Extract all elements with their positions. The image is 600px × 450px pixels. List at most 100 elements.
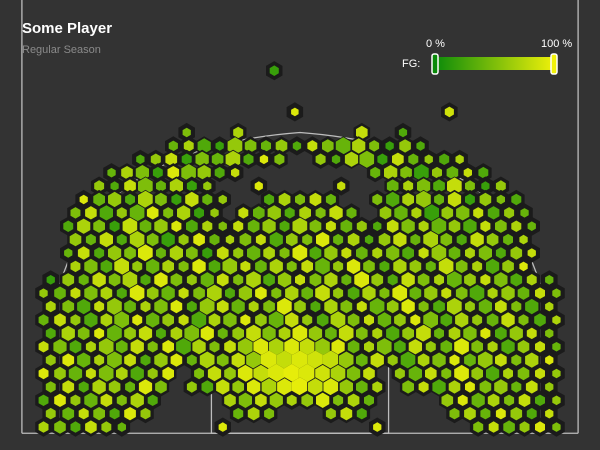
hexbin-mark: [224, 366, 236, 381]
hexbin-mark: [510, 273, 523, 287]
hexbin-mark: [322, 350, 340, 370]
hexbin-mark: [372, 193, 383, 206]
hexbin-mark: [156, 180, 166, 192]
hexbin-mark: [299, 206, 311, 220]
hexbin-mark: [347, 232, 360, 247]
hexbin-mark: [155, 380, 167, 394]
hexbin-mark: [440, 340, 453, 354]
hexbin-mark: [138, 244, 153, 262]
hexbin-mark: [77, 246, 90, 260]
hexbin-mark: [423, 231, 439, 249]
hexbin-mark: [108, 380, 121, 394]
hexbin-mark: [38, 367, 49, 380]
legend-max-label: 100 %: [541, 38, 572, 50]
hexbin-mark: [418, 247, 429, 259]
hexbin-mark: [64, 248, 73, 258]
hexbin-mark: [268, 338, 284, 356]
hexbin-mark: [417, 353, 430, 367]
hexbin-mark: [487, 287, 498, 299]
hexbin-mark: [237, 338, 253, 356]
hexbin-mark: [295, 193, 305, 206]
hexbin-mark: [471, 366, 483, 381]
hexbin-mark: [400, 351, 416, 369]
hexbin-mark: [338, 324, 354, 342]
hexbin-mark: [471, 340, 483, 354]
hexbin-mark: [85, 341, 96, 353]
hexbin-mark: [333, 394, 344, 406]
hexbin-mark: [124, 179, 136, 193]
hexbin-mark: [340, 219, 353, 233]
hexbin-mark: [146, 312, 160, 328]
hexbin-mark: [186, 381, 197, 393]
hexbin-mark: [525, 380, 538, 394]
hexbin-mark: [480, 407, 491, 420]
hexbin-mark: [61, 325, 75, 341]
hexbin-mark: [207, 284, 222, 302]
hexbin-mark: [401, 298, 415, 315]
hexbin-mark: [193, 232, 205, 247]
hexbin-mark: [552, 422, 561, 432]
hexbin-mark: [169, 178, 183, 194]
hexbin-mark: [167, 166, 180, 180]
hexbin-mark: [121, 166, 133, 180]
hexbin-mark: [463, 325, 477, 341]
hexbin-mark: [331, 339, 345, 355]
hexbin-mark: [423, 311, 439, 329]
hexbin-mark: [477, 351, 493, 369]
hexbin-mark: [294, 299, 306, 314]
hexbin-mark: [496, 194, 505, 205]
hexbin-mark: [276, 350, 293, 370]
hexbin-mark: [85, 367, 96, 380]
hexbin-mark: [108, 245, 122, 261]
hexbin-mark: [316, 232, 330, 248]
hexbin-mark: [263, 273, 275, 287]
hexbin-mark: [186, 354, 197, 366]
hexbin-mark: [511, 354, 522, 366]
hexbin-mark: [275, 139, 288, 153]
fg-legend: FG: 0 % 100 %: [402, 38, 572, 75]
hexbin-mark: [510, 407, 523, 421]
hexbin-mark: [446, 166, 459, 180]
hexbin-mark: [495, 247, 506, 259]
hexbin-mark: [254, 181, 263, 191]
hexbin-mark: [246, 324, 262, 342]
hexbin-mark: [170, 273, 183, 287]
hexbin-mark: [146, 232, 159, 247]
hexbin-mark: [503, 367, 513, 380]
hexbin-mark: [337, 181, 346, 191]
hexbin-mark: [186, 300, 197, 313]
hexbin-mark: [135, 165, 149, 181]
hexbin-mark: [509, 325, 523, 341]
hexbin-mark: [94, 354, 105, 366]
hexbin-mark: [416, 141, 425, 151]
hexbin-mark: [373, 422, 382, 432]
hexbin-mark: [432, 166, 442, 179]
hexbin-mark: [70, 260, 81, 273]
hexbin-mark: [233, 407, 244, 420]
hexbin-mark: [277, 272, 292, 288]
hexbin-mark: [253, 364, 269, 383]
hexbin-mark: [372, 327, 383, 340]
legend-max-handle[interactable]: [550, 53, 558, 75]
hexbin-mark: [339, 379, 353, 395]
legend-min-handle[interactable]: [431, 53, 439, 75]
hexbin-mark: [465, 300, 475, 313]
hexbin-mark: [392, 284, 408, 302]
hexbin-mark: [545, 275, 554, 285]
hexbin-mark: [63, 220, 74, 232]
hexbin-mark: [124, 299, 136, 314]
hexbin-mark: [108, 191, 122, 208]
hexbin-mark: [494, 272, 508, 288]
hexbin-mark: [322, 139, 334, 153]
hexbin-mark: [456, 233, 467, 246]
hexbin-mark: [464, 407, 476, 421]
hexbin-mark: [295, 274, 305, 286]
hexbin-mark: [315, 364, 331, 383]
hexbin-mark: [408, 153, 419, 165]
hexbin-mark: [129, 231, 145, 249]
hexbin-mark: [401, 272, 415, 288]
court-boundary: [21, 0, 579, 434]
hexbin-mark: [216, 353, 229, 367]
hexbin-mark: [165, 152, 178, 166]
